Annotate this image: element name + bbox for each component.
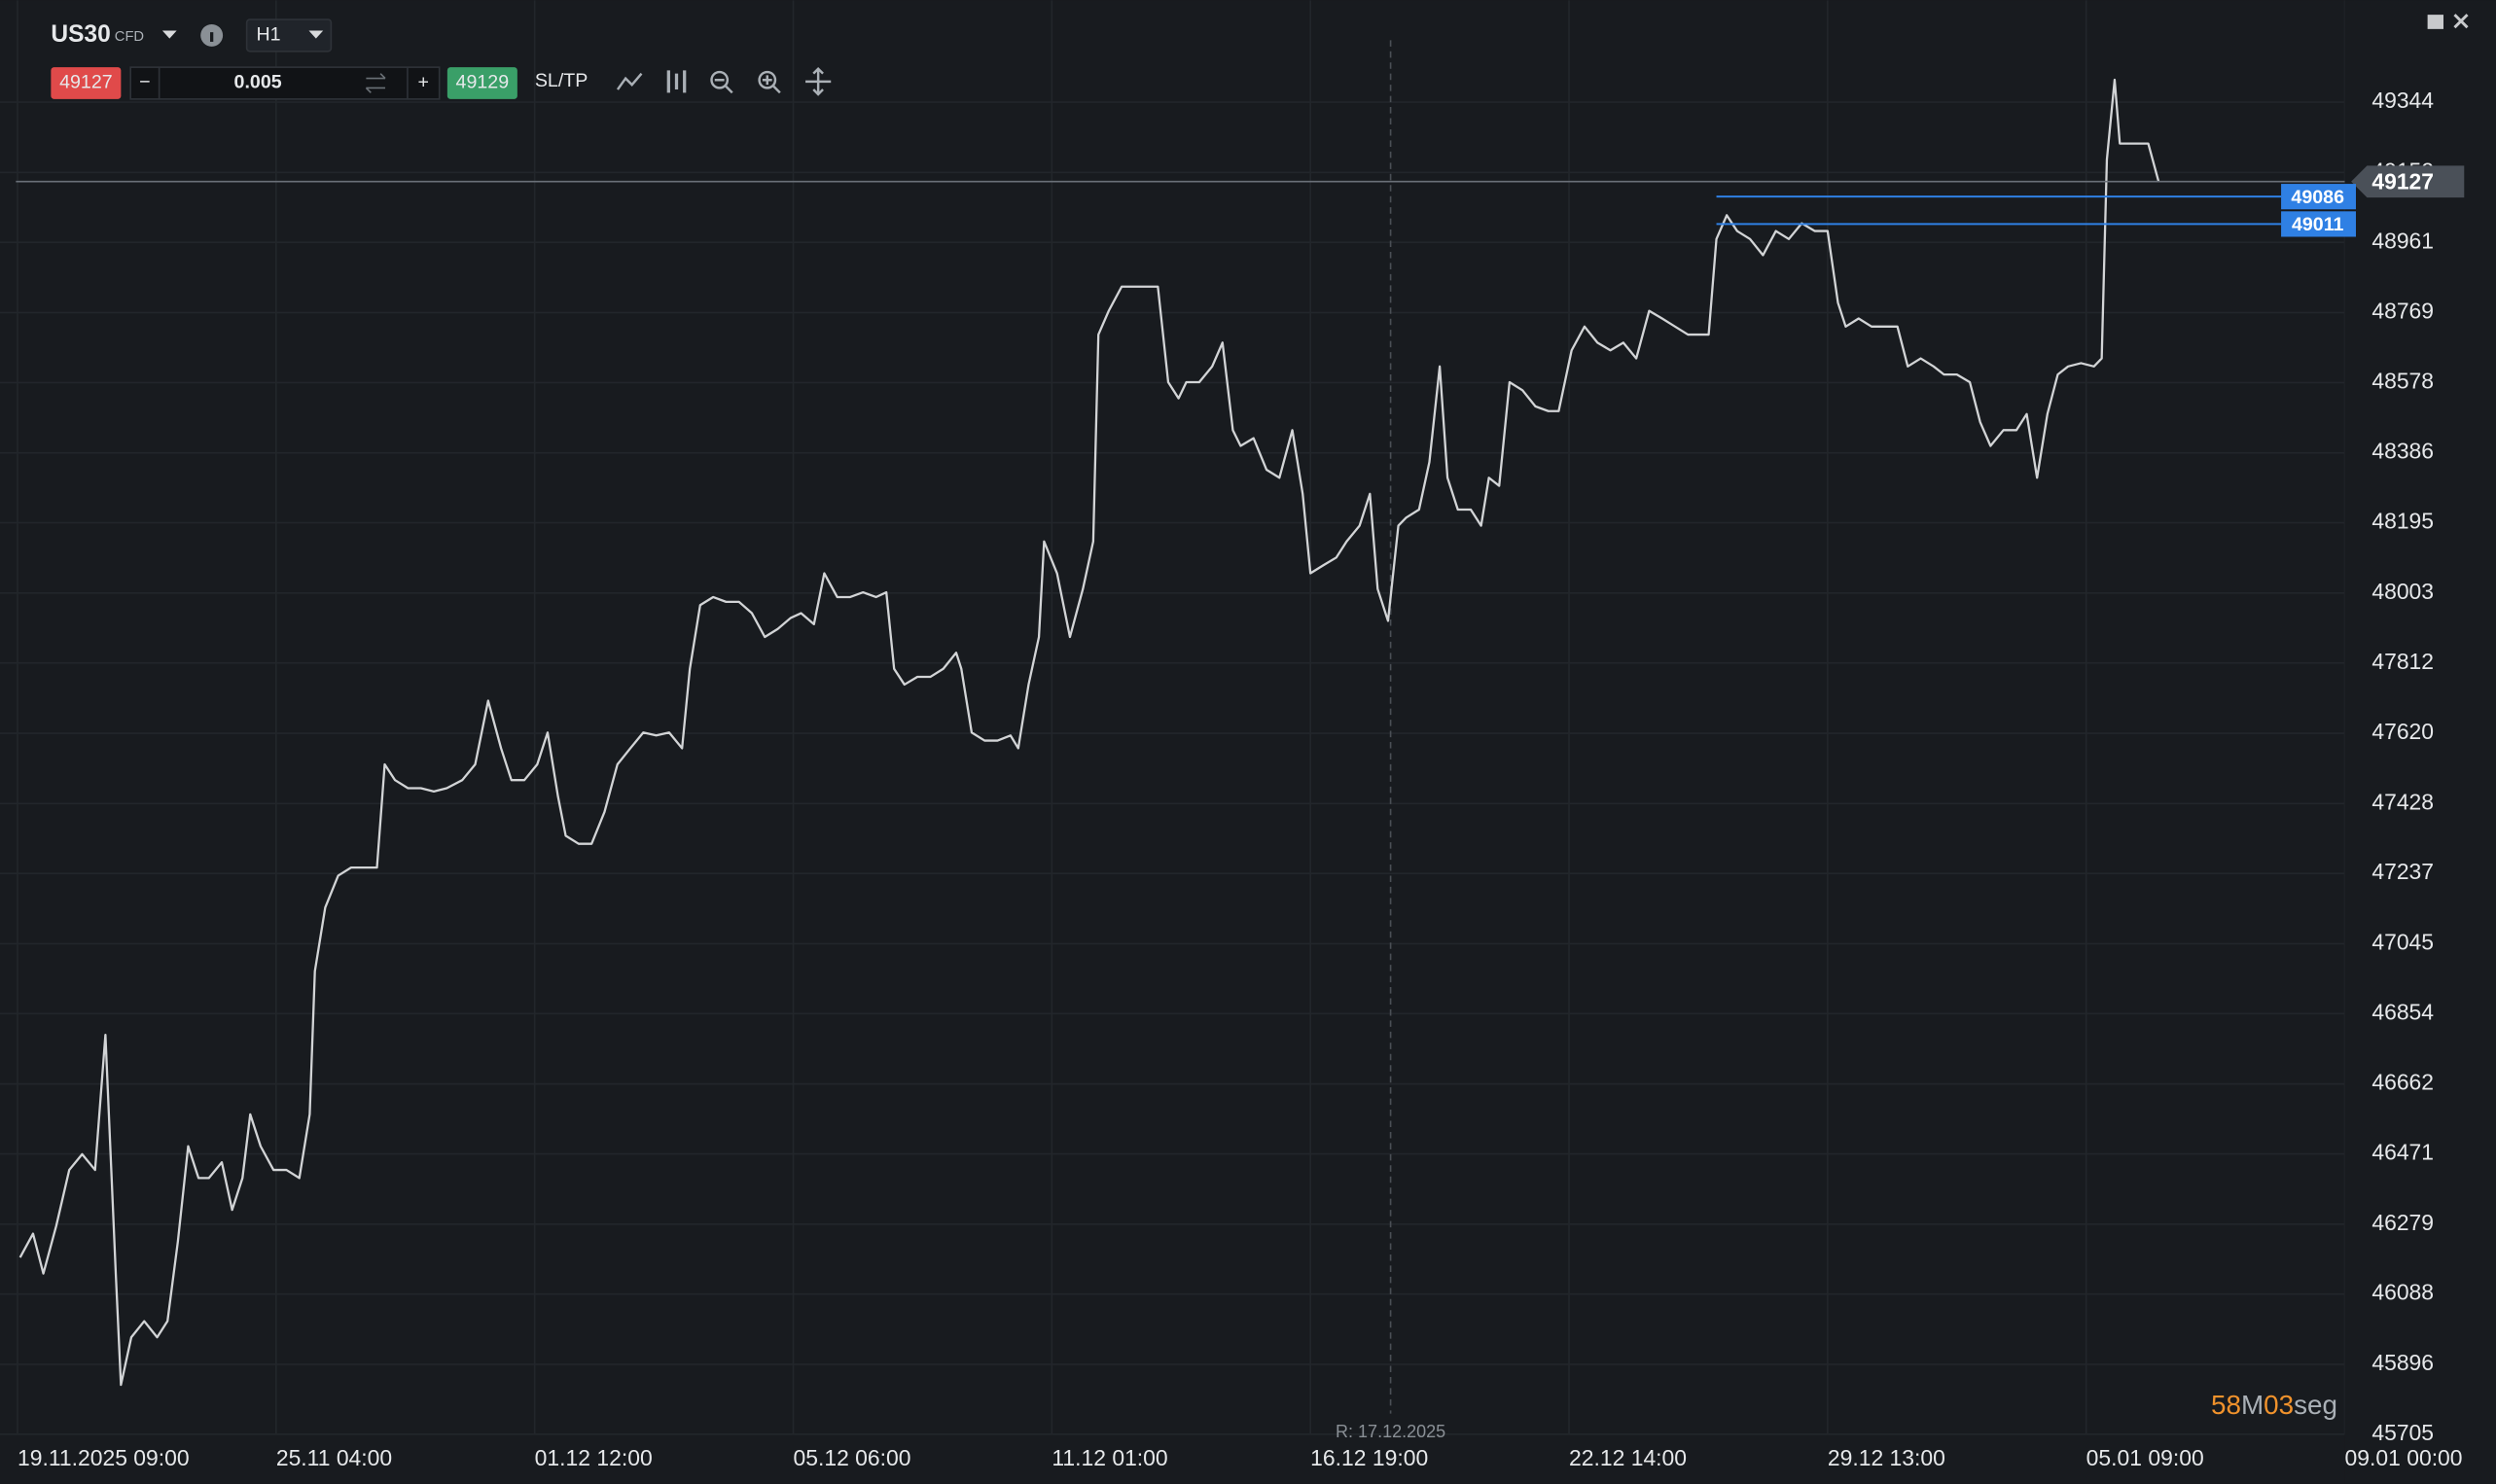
timer-seconds: 03 — [2264, 1390, 2294, 1420]
timeframe-dropdown — [308, 30, 324, 39]
current-price-label: 49127 — [2371, 168, 2434, 194]
y-tick-label: 48961 — [2371, 228, 2434, 253]
y-tick-label: 47620 — [2371, 719, 2434, 744]
timeframe: H1 — [256, 24, 280, 46]
y-tick-label: 47045 — [2371, 930, 2434, 955]
x-tick-label: 01.12 12:00 — [535, 1445, 653, 1470]
y-tick-label: 45705 — [2371, 1420, 2434, 1445]
x-tick-label: 22.12 14:00 — [1569, 1445, 1687, 1470]
decrease-button[interactable]: − — [139, 72, 150, 93]
zoom-in-icon[interactable] — [758, 70, 777, 89]
bar-chart-icon[interactable] — [666, 70, 687, 93]
sell-price: 49127 — [59, 72, 113, 93]
buy-button[interactable] — [446, 67, 517, 99]
maximize-icon[interactable] — [2427, 15, 2443, 29]
increase-button[interactable]: + — [418, 72, 429, 93]
symbol[interactable]: US30 — [51, 21, 110, 48]
y-tick-label: 48003 — [2371, 579, 2434, 604]
y-tick-label: 47237 — [2371, 859, 2434, 884]
x-tick-label: 05.12 06:00 — [794, 1445, 911, 1470]
sltp-button[interactable]: SL/TP — [535, 70, 588, 91]
zoom-in-glyph — [762, 75, 781, 94]
order-label: 49011 — [2292, 214, 2344, 235]
sell-button[interactable] — [51, 67, 122, 99]
timer-minutes-unit: M — [2241, 1390, 2264, 1420]
x-tick-label: 25.11 04:00 — [276, 1445, 392, 1470]
order-tag — [2281, 184, 2356, 210]
line-chart-icon[interactable] — [616, 72, 643, 90]
x-tick-label: 19.11.2025 09:00 — [18, 1445, 190, 1470]
y-tick-label: 45896 — [2371, 1350, 2434, 1375]
x-tick-label: 16.12 19:00 — [1310, 1445, 1428, 1470]
y-tick-label: 48386 — [2371, 439, 2434, 464]
y-tick-label: 46279 — [2371, 1210, 2434, 1235]
y-tick-label: 46088 — [2371, 1280, 2434, 1305]
info-icon-glyph — [210, 32, 214, 42]
volume-box — [129, 66, 441, 100]
y-tick-label: 47812 — [2371, 649, 2434, 674]
x-tick-label: 05.01 09:00 — [2086, 1445, 2204, 1470]
current-price-tag — [2351, 165, 2465, 198]
pan-icon[interactable] — [805, 67, 832, 96]
y-tick-label: 46854 — [2371, 999, 2434, 1024]
x-tick-label: 11.12 01:00 — [1052, 1445, 1167, 1470]
y-tick-label: 48195 — [2371, 509, 2434, 534]
timer-minutes: 58 — [2211, 1390, 2241, 1420]
x-tick-label: 09.01 00:00 — [2345, 1445, 2463, 1470]
order-label: 49086 — [2291, 187, 2344, 208]
order-tag — [2281, 211, 2356, 237]
symbol-dropdown[interactable] — [161, 30, 177, 39]
plot — [16, 78, 2345, 1387]
y-tick-label: 46662 — [2371, 1070, 2434, 1095]
toolbar: US30 CFD H1 49127 − 0.005 + 49129 SL/TP — [51, 14, 2469, 100]
symbol-type: CFD — [115, 29, 144, 45]
y-tick-label: 49344 — [2371, 88, 2434, 113]
y-tick-label: 47428 — [2371, 789, 2434, 814]
y-tick-label: 48769 — [2371, 299, 2434, 324]
y-tick-label: 46471 — [2371, 1140, 2434, 1165]
y-tick-label: 48578 — [2371, 368, 2434, 393]
buy-price: 49129 — [456, 72, 510, 93]
countdown-timer: 58M03seg — [2211, 1390, 2337, 1420]
price-axis-background — [2344, 0, 2496, 1484]
swap-icon[interactable] — [365, 73, 386, 93]
timeframe-box[interactable] — [245, 18, 333, 53]
close-icon[interactable] — [2453, 14, 2469, 29]
zoom-out-icon[interactable] — [710, 70, 730, 89]
grid — [0, 0, 2346, 1435]
timer-seconds-unit: seg — [2294, 1390, 2337, 1420]
date-marker-label: R: 17.12.2025 — [1336, 1422, 1445, 1441]
axes: 45705 45896 46088 46279 46471 46662 46854 47045… — [18, 0, 2496, 1484]
zoom-out-glyph — [714, 78, 733, 94]
volume-input[interactable]: 0.005 — [234, 72, 282, 93]
price-line — [18, 78, 2160, 1387]
x-tick-label: 29.12 13:00 — [1828, 1445, 1945, 1470]
